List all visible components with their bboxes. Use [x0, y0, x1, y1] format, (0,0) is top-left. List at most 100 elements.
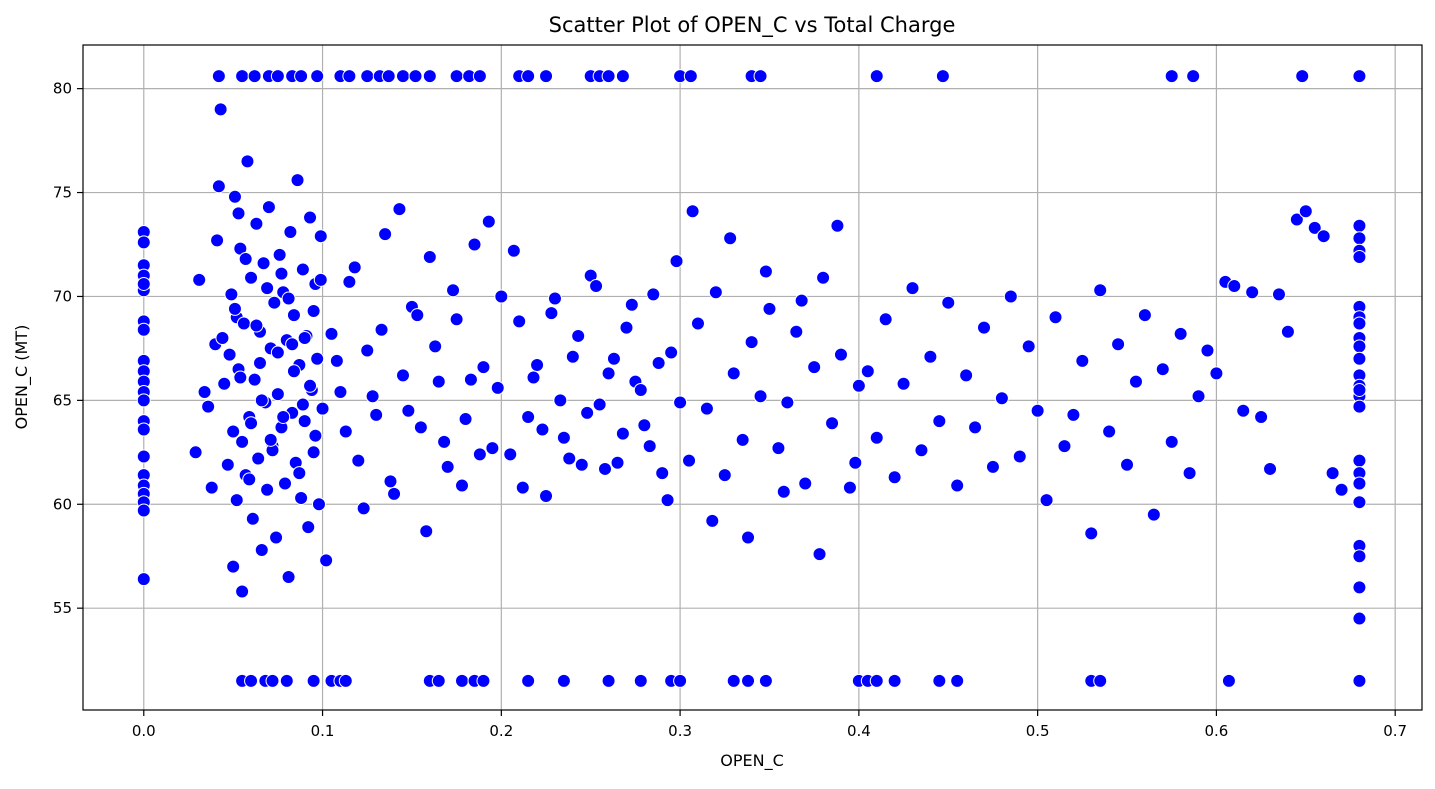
- data-point: [294, 491, 309, 506]
- data-point: [292, 466, 307, 481]
- data-point: [512, 314, 527, 329]
- data-point: [313, 272, 328, 287]
- data-point: [812, 547, 827, 562]
- data-point: [624, 297, 639, 312]
- data-point: [283, 225, 298, 240]
- data-point: [136, 572, 151, 587]
- data-point: [1191, 389, 1206, 404]
- data-point: [455, 478, 469, 493]
- data-point: [224, 287, 239, 302]
- data-point: [381, 69, 396, 84]
- data-point: [401, 403, 416, 418]
- data-point: [941, 295, 956, 310]
- data-point: [950, 478, 965, 493]
- data-point: [685, 204, 700, 219]
- x-tick-label: 0.6: [1204, 722, 1228, 740]
- data-point: [220, 457, 235, 472]
- data-point: [539, 69, 554, 84]
- data-point: [994, 391, 1009, 406]
- data-point: [673, 395, 688, 410]
- data-point: [708, 285, 723, 300]
- data-point: [419, 524, 434, 539]
- data-point: [869, 430, 884, 445]
- y-tick-label: 75: [53, 184, 72, 202]
- data-point: [306, 445, 321, 460]
- data-point: [356, 501, 371, 516]
- data-point: [744, 335, 759, 350]
- data-point: [660, 493, 675, 508]
- x-axis-label: OPEN_C: [720, 751, 784, 771]
- data-point: [1352, 399, 1367, 414]
- data-point: [272, 247, 287, 262]
- data-point: [449, 312, 464, 327]
- data-point: [476, 673, 491, 688]
- data-point: [201, 399, 216, 414]
- data-point: [932, 414, 947, 429]
- data-point: [887, 470, 902, 485]
- data-point: [633, 382, 648, 397]
- data-point: [1263, 461, 1278, 476]
- data-point: [1236, 403, 1251, 418]
- data-point: [278, 476, 293, 491]
- data-point: [244, 416, 259, 431]
- data-point: [285, 337, 300, 352]
- data-point: [1352, 495, 1367, 510]
- data-point: [1120, 457, 1135, 472]
- data-point: [794, 293, 809, 308]
- data-point: [1280, 324, 1295, 339]
- data-point: [274, 266, 289, 281]
- data-point: [303, 378, 318, 393]
- data-point: [378, 227, 393, 242]
- data-point: [286, 364, 301, 379]
- data-point: [485, 441, 500, 456]
- data-point: [869, 69, 884, 84]
- data-point: [553, 393, 568, 408]
- data-point: [896, 376, 911, 391]
- data-point: [651, 355, 666, 370]
- data-point: [705, 513, 720, 528]
- data-point: [235, 69, 250, 84]
- data-point: [646, 287, 661, 302]
- data-point: [260, 482, 275, 497]
- data-point: [1021, 339, 1036, 354]
- data-point: [723, 231, 738, 246]
- data-point: [1298, 204, 1313, 219]
- data-point: [1352, 673, 1367, 688]
- data-point: [238, 252, 253, 267]
- data-point: [1093, 673, 1108, 688]
- data-point: [360, 343, 375, 358]
- data-point: [269, 530, 284, 545]
- data-point: [306, 673, 321, 688]
- data-point: [481, 214, 496, 229]
- data-point: [313, 229, 328, 244]
- data-point: [1334, 482, 1349, 497]
- data-point: [985, 459, 1000, 474]
- data-point: [1352, 549, 1367, 564]
- data-point: [506, 243, 521, 258]
- data-point: [771, 441, 786, 456]
- data-point: [396, 69, 410, 84]
- data-point: [260, 281, 275, 296]
- data-point: [247, 69, 262, 84]
- data-point: [235, 434, 250, 449]
- data-point: [281, 291, 296, 306]
- data-point: [619, 320, 634, 335]
- data-point: [472, 447, 487, 462]
- x-tick-label: 0.2: [489, 722, 513, 740]
- data-point: [1352, 69, 1367, 84]
- data-point: [281, 570, 296, 584]
- data-point: [245, 511, 260, 526]
- data-point: [231, 206, 246, 221]
- data-point: [387, 486, 402, 501]
- data-point: [598, 461, 613, 476]
- data-point: [682, 453, 697, 468]
- data-point: [1066, 407, 1081, 422]
- data-point: [741, 673, 756, 688]
- data-point: [136, 322, 151, 337]
- data-point: [932, 673, 947, 688]
- data-point: [1102, 424, 1117, 439]
- data-point: [240, 154, 255, 169]
- data-point: [315, 401, 330, 416]
